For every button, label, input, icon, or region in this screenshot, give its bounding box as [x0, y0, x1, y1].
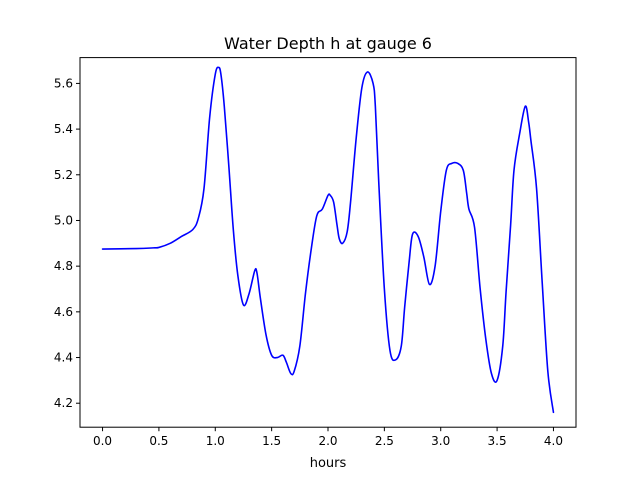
axes-frame	[79, 57, 577, 428]
x-axis: 0.0 0.5 1.0 1.5 2.0 2.5 3.0 3.5 4.0	[93, 427, 563, 448]
x-tick-label: 2.5	[375, 434, 394, 448]
series-layer	[101, 66, 555, 414]
y-tick-label: 4.8	[54, 259, 73, 273]
x-axis-label: hours	[310, 456, 347, 471]
plot-area	[79, 57, 577, 428]
y-tick-label: 4.2	[54, 396, 73, 410]
y-tick-label: 5.6	[54, 76, 73, 90]
x-tick-label: 1.0	[206, 434, 225, 448]
chart-title: Water Depth h at gauge 6	[224, 34, 432, 53]
y-tick-label: 4.4	[54, 351, 73, 365]
x-tick-label: 0.0	[93, 434, 112, 448]
y-tick-label: 5.2	[54, 168, 73, 182]
x-tick-label: 2.0	[318, 434, 337, 448]
x-tick-label: 3.0	[431, 434, 450, 448]
y-tick-label: 4.6	[54, 305, 73, 319]
x-tick-label: 1.5	[262, 434, 281, 448]
x-tick-label: 0.5	[149, 434, 168, 448]
series-line-0	[101, 66, 555, 414]
y-axis: 4.2 4.4 4.6 4.8 5.0 5.2 5.4 5.6	[54, 76, 80, 410]
y-tick-label: 5.4	[54, 122, 73, 136]
y-tick-label: 5.0	[54, 213, 73, 227]
x-tick-label: 3.5	[488, 434, 507, 448]
x-tick-label: 4.0	[544, 434, 563, 448]
